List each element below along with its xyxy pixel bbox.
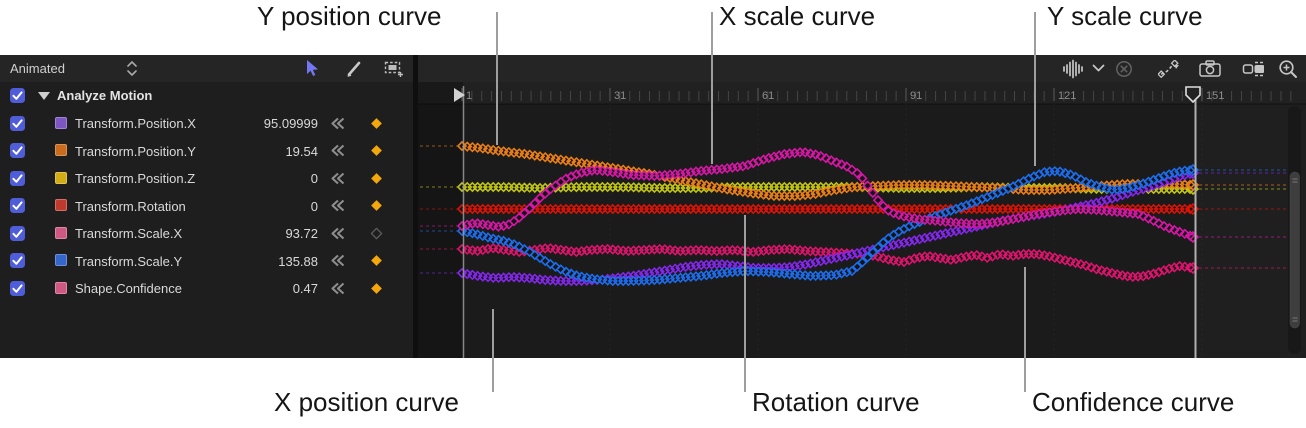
keyframe-nav-icon[interactable] [329,254,346,272]
ruler-label: 1 [466,90,472,102]
callout-line-confidence [1024,267,1026,392]
parameter-row[interactable]: Transform.Scale.X 93.72 [0,220,413,248]
parameter-name: Transform.Position.Z [75,171,196,186]
parameter-value[interactable]: 0 [310,198,318,214]
chevron-down-icon[interactable] [1087,58,1109,79]
row-checkbox[interactable] [10,280,25,296]
parameter-name: Transform.Position.Y [75,143,196,159]
parameter-name: Transform.Scale.X [75,226,183,241]
zoom-icon[interactable] [1277,58,1299,79]
parameter-value[interactable]: 135.88 [278,253,318,269]
audio-waveform-icon[interactable] [1062,58,1084,79]
keyframe-editor-panel: Animated [0,55,1306,358]
disclosure-triangle-icon[interactable] [38,92,50,100]
parameter-row[interactable]: Transform.Position.Y 19.54 [0,137,413,165]
edit-arrow-tool-icon[interactable] [301,58,323,79]
callout-rotation-curve: Rotation curve [752,387,920,417]
row-checkbox[interactable] [10,88,25,103]
keyframe-diamond-button[interactable] [369,198,384,218]
parameter-row[interactable]: Transform.Position.X 95.09999 [0,110,413,138]
parameter-value[interactable]: 0.47 [292,281,318,296]
curve-color-swatch [55,116,67,129]
callout-y-position-curve: Y position curve [257,1,442,31]
curve-color-swatch [55,226,67,239]
row-checkbox[interactable] [10,143,25,158]
curve-set-label: Animated [10,61,65,76]
curve-color-swatch [55,171,67,184]
scrollbar-thumb[interactable] [1289,171,1300,329]
row-checkbox[interactable] [10,198,25,213]
transform-box-tool-icon[interactable] [383,58,405,79]
keyframe-nav-icon[interactable] [329,227,346,245]
row-checkbox[interactable] [10,115,25,131]
end-range-marker[interactable] [1185,86,1201,104]
parameter-value[interactable]: 93.72 [285,226,318,241]
callout-line-x-position [492,309,494,392]
parameter-value[interactable]: 0 [310,171,318,186]
scrollbar-thumb-grips [1292,178,1298,322]
callout-x-position-curve: X position curve [274,387,459,417]
curve-scale_x[interactable] [420,147,1286,244]
graph-background [418,104,1306,358]
ruler-label: 91 [910,90,922,102]
parameter-row[interactable]: Shape.Confidence 0.47 [0,275,413,303]
keyframe-diamond-button[interactable] [369,116,384,136]
keyframe-nav-icon[interactable] [329,172,346,190]
parameter-name: Transform.Scale.Y [75,253,183,269]
keyframe-diamond-button[interactable] [369,143,384,163]
callout-x-scale-curve: X scale curve [719,1,876,31]
curve-set-dropdown[interactable]: Animated [10,55,65,82]
parameter-name: Shape.Confidence [75,281,182,296]
callout-confidence-curve: Confidence curve [1032,387,1235,417]
callout-line-y-position [496,12,498,145]
popup-updown-chevron-icon[interactable] [126,61,138,81]
curve-graph-canvas[interactable]: 1 31 61 91 121 151 [418,82,1306,358]
curve-scale_y[interactable] [420,163,1286,287]
transform-keyframes-icon[interactable] [1158,58,1180,79]
parameter-row[interactable]: Transform.Scale.Y 135.88 [0,247,413,275]
keyframe-nav-icon[interactable] [329,117,346,135]
ruler-label: 61 [762,90,774,102]
out-of-range-left [418,82,463,358]
sketch-pen-tool-icon[interactable] [343,58,365,79]
callout-line-x-scale [711,12,713,164]
curve-color-swatch [55,199,67,211]
parameter-row[interactable]: Transform.Position.Z 0 [0,165,413,193]
show-keyframes-icon[interactable] [1242,58,1264,79]
curve-color-swatch [55,281,67,294]
keyframe-nav-icon[interactable] [329,199,346,217]
ruler-label: 121 [1058,90,1076,102]
clear-curve-list-icon[interactable] [1113,58,1135,79]
keyframe-editor-toolbar: Animated [0,55,1306,83]
playhead-marker[interactable] [454,88,465,102]
camera-snapshot-icon[interactable] [1199,58,1221,79]
callout-y-scale-curve: Y scale curve [1047,1,1203,31]
parameter-name: Transform.Rotation [75,198,186,214]
parameter-row[interactable]: Transform.Rotation 0 [0,192,413,220]
ruler-label: 151 [1206,90,1224,102]
callout-line-y-scale [1034,12,1036,166]
curve-color-swatch [55,144,67,156]
parameter-value[interactable]: 95.09999 [263,116,318,131]
group-label: Analyze Motion [57,88,153,103]
row-checkbox[interactable] [10,225,25,241]
keyframe-nav-icon[interactable] [329,282,346,300]
row-checkbox[interactable] [10,170,25,186]
row-checkbox[interactable] [10,253,25,268]
callout-line-rotation [744,215,746,392]
keyframe-nav-icon[interactable] [329,144,346,162]
keyframe-diamond-button[interactable] [369,226,384,246]
parameter-value[interactable]: 19.54 [285,143,318,159]
parameter-name: Transform.Position.X [75,116,196,131]
ruler-label: 31 [614,90,626,102]
group-row-analyze-motion[interactable]: Analyze Motion [0,82,413,110]
keyframe-diamond-button[interactable] [369,281,384,301]
parameter-list: Analyze Motion Transform.Position.X 95.099… [0,82,413,358]
curve-color-swatch [55,254,67,266]
panel-divider [413,55,418,358]
keyframe-diamond-button[interactable] [369,171,384,191]
keyframe-diamond-button[interactable] [369,253,384,273]
